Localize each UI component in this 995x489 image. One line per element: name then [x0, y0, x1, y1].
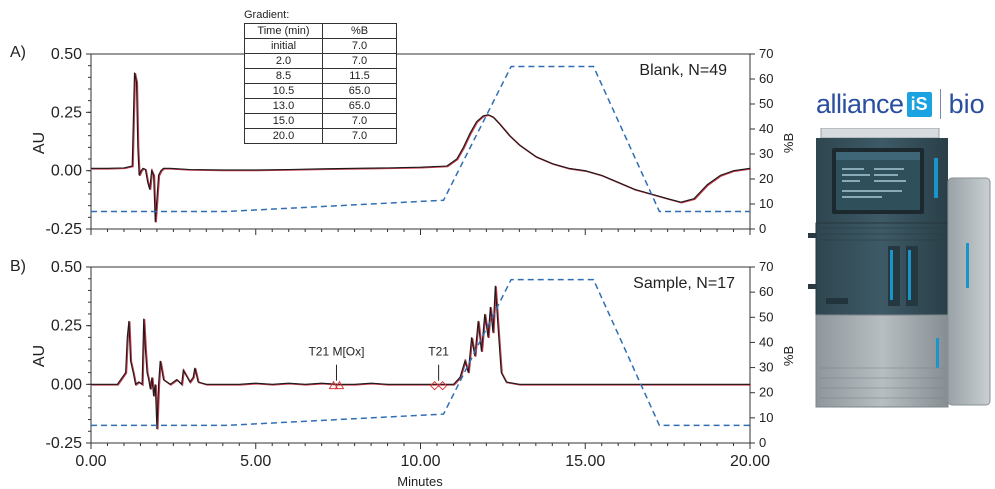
instrument-image: [808, 128, 991, 408]
x-tick-label: 5.00: [240, 453, 271, 470]
panel-blank: A) Blank, N=49 AU %B 0.50 0.25 0.00 -0.25 70…: [10, 44, 796, 238]
table-cell: 8.5: [244, 68, 323, 84]
table-cell: initial: [244, 38, 323, 54]
annotation-label: T21 M[Ox]: [308, 345, 364, 359]
x-tick-label: 0.00: [75, 453, 106, 470]
x-tick-label: 15.00: [565, 453, 605, 470]
trace-red: [91, 73, 751, 223]
y-tick-label: 0.50: [51, 259, 82, 276]
y-tick-label: 0.00: [51, 163, 82, 180]
y-axis-label: AU: [31, 345, 48, 367]
trace-dark: [91, 285, 750, 429]
y2-tick-label: 0: [759, 221, 766, 236]
table-row: 20.0 7.0: [244, 128, 397, 144]
y2-tick-label: 0: [759, 435, 766, 450]
triangle-marker: [328, 380, 339, 390]
brand-divider: [939, 89, 941, 119]
y2-tick-label: 40: [759, 334, 773, 349]
trace-dark: [91, 72, 751, 223]
x-tick-label: 10.00: [400, 453, 440, 470]
table-cell: 7.0: [322, 53, 397, 69]
y-tick-label: 0.00: [51, 376, 82, 393]
table-row: 10.5 65.0: [244, 83, 397, 99]
table-cell: 15.0: [244, 113, 323, 129]
panel-title: Blank, N=49: [639, 62, 727, 79]
y2-tick-label: 10: [759, 410, 773, 425]
table-cell: 65.0: [322, 98, 397, 114]
panel-sample: B) Sample, N=17 AU %B 0.500.250.00-0.257…: [10, 258, 796, 470]
y-axis-label: AU: [31, 132, 48, 154]
y2-tick-label: 50: [759, 309, 773, 324]
y2-axis-label: %B: [781, 133, 796, 153]
y-tick-label: -0.25: [46, 221, 83, 238]
header-cell: %B: [322, 23, 397, 39]
y2-tick-label: 70: [759, 259, 773, 274]
y2-tick-label: 30: [759, 360, 773, 375]
gradient-table-header: Time (min) %B: [244, 23, 397, 39]
diamond-marker: [437, 380, 448, 391]
y2-tick-label: 70: [759, 46, 773, 61]
table-row: 15.0 7.0: [244, 113, 397, 129]
x-axis-label: Minutes: [397, 474, 443, 489]
gradient-table-title: Gradient:: [244, 9, 290, 21]
plot-frame: [90, 266, 751, 444]
panel-letter: A): [10, 44, 26, 61]
y2-tick-label: 60: [759, 71, 773, 86]
trace-red: [91, 286, 751, 430]
y2-tick-label: 10: [759, 196, 773, 211]
table-cell: 7.0: [322, 38, 397, 54]
table-cell: 20.0: [244, 128, 323, 144]
gradient-table: Time (min) %B initial 7.0 2.0 7.0 8.5 11.5 …: [244, 23, 397, 144]
y-tick-label: 0.25: [51, 104, 82, 121]
table-cell: 2.0: [244, 53, 323, 69]
annotation-label: T21: [428, 345, 449, 359]
brand-suffix: bio: [948, 88, 985, 119]
chromatogram-figure: A) Blank, N=49 AU %B 0.500.250.00-0.2570…: [10, 44, 796, 489]
table-cell: 10.5: [244, 83, 323, 99]
table-row: 8.5 11.5: [244, 68, 397, 84]
diamond-marker: [429, 380, 440, 391]
brand-badge: iS: [906, 91, 932, 117]
y-tick-label: 0.50: [51, 46, 82, 63]
brand-logo: alliance iS bio: [816, 86, 985, 122]
panel-letter: B): [10, 258, 26, 275]
header-cell: Time (min): [244, 23, 323, 39]
table-cell: 7.0: [322, 128, 397, 144]
plot-frame: [90, 53, 751, 230]
y2-tick-label: 40: [759, 121, 773, 136]
table-cell: 13.0: [244, 98, 323, 114]
x-tick-label: 20.00: [730, 453, 770, 470]
gradient-line: [91, 278, 750, 427]
y2-tick-label: 60: [759, 284, 773, 299]
table-row: 2.0 7.0: [244, 53, 397, 69]
y-tick-label: -0.25: [46, 435, 83, 452]
gradient-line: [91, 65, 750, 213]
y2-tick-label: 20: [759, 385, 773, 400]
y2-axis-label: %B: [781, 346, 796, 366]
y2-tick-label: 30: [759, 146, 773, 161]
table-row: initial 7.0: [244, 38, 397, 54]
brand-name: alliance: [816, 88, 904, 119]
panel-title: Sample, N=17: [633, 275, 735, 292]
y2-tick-label: 50: [759, 96, 773, 111]
triangle-marker: [334, 380, 345, 390]
table-cell: 7.0: [322, 113, 397, 129]
table-cell: 65.0: [322, 83, 397, 99]
y-tick-label: 0.25: [51, 318, 82, 335]
table-row: 13.0 65.0: [244, 98, 397, 114]
y2-tick-label: 20: [759, 171, 773, 186]
table-cell: 11.5: [322, 68, 397, 84]
